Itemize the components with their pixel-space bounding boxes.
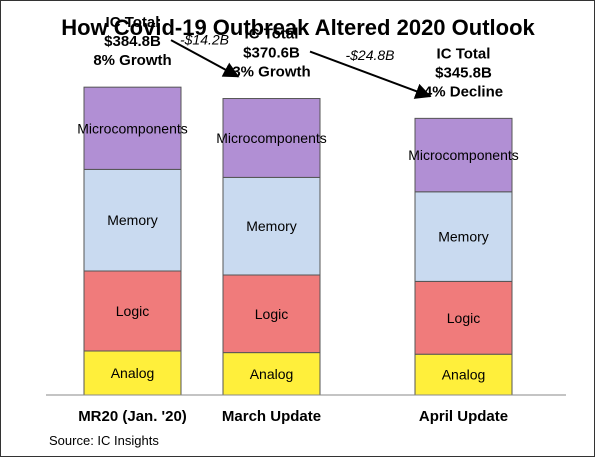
bar-segment-memory-2 xyxy=(222,176,321,276)
change-label-2: -$24.8B xyxy=(345,47,394,63)
totals-group: IC Total $384.8B 8% Growth IC Total $370.6B 3… xyxy=(93,14,503,100)
total-label-2-line1: IC Total xyxy=(245,26,299,43)
segment-label-logic-3: Logic xyxy=(447,310,480,326)
bar-segment-microcomponents-1 xyxy=(83,86,182,170)
total-label-3-line2: $345.8B xyxy=(435,64,492,81)
bar-segment-analog-1 xyxy=(83,350,182,396)
total-label-2-line2: $370.6B xyxy=(243,45,300,62)
bar-segment-memory-1 xyxy=(83,168,182,272)
source-note: Source: IC Insights xyxy=(49,433,159,448)
segment-label-memory-3: Memory xyxy=(438,229,489,245)
bar-segment-microcomponents-2 xyxy=(222,98,321,178)
segment-label-microcomponents-1: Microcomponents xyxy=(77,120,188,136)
bar-segment-microcomponents-3 xyxy=(414,117,513,193)
segment-label-memory-2: Memory xyxy=(246,218,297,234)
category-label-1: MR20 (Jan. '20) xyxy=(78,408,187,425)
changes-group: -$14.2B -$24.8B xyxy=(170,31,432,99)
change-arrow-1 xyxy=(170,39,240,78)
total-label-3-line1: IC Total xyxy=(437,45,491,62)
total-label-3-line3: 4% Decline xyxy=(424,83,503,100)
category-label-2: March Update xyxy=(222,408,321,425)
segment-label-microcomponents-3: Microcomponents xyxy=(408,147,519,163)
category-label-3: April Update xyxy=(419,408,508,425)
change-label-1: -$14.2B xyxy=(180,31,229,47)
bar-segment-analog-3 xyxy=(414,353,513,396)
total-label-1-line3: 8% Growth xyxy=(93,52,171,69)
total-label-1-line2: $384.8B xyxy=(104,33,161,50)
segment-label-microcomponents-2: Microcomponents xyxy=(216,130,327,146)
segment-label-logic-1: Logic xyxy=(116,303,149,319)
total-label-1-line1: IC Total xyxy=(106,14,160,31)
bar-segment-memory-3 xyxy=(414,191,513,282)
segment-label-memory-1: Memory xyxy=(107,212,158,228)
segment-label-analog-1: Analog xyxy=(111,365,155,381)
change-arrow-2 xyxy=(309,50,432,99)
segment-label-analog-2: Analog xyxy=(250,366,294,382)
bar-segment-logic-2 xyxy=(222,274,321,354)
total-label-2-line3: 3% Growth xyxy=(232,64,310,81)
segment-label-analog-3: Analog xyxy=(442,367,486,383)
category-labels-group: MR20 (Jan. '20) March Update April Update xyxy=(78,408,508,425)
bars-group: Analog Logic Memory Microcomponents Analog Lo… xyxy=(77,86,519,396)
segment-label-logic-2: Logic xyxy=(255,306,288,322)
chart-title: How Covid-19 Outbreak Altered 2020 Outlo… xyxy=(61,15,535,40)
